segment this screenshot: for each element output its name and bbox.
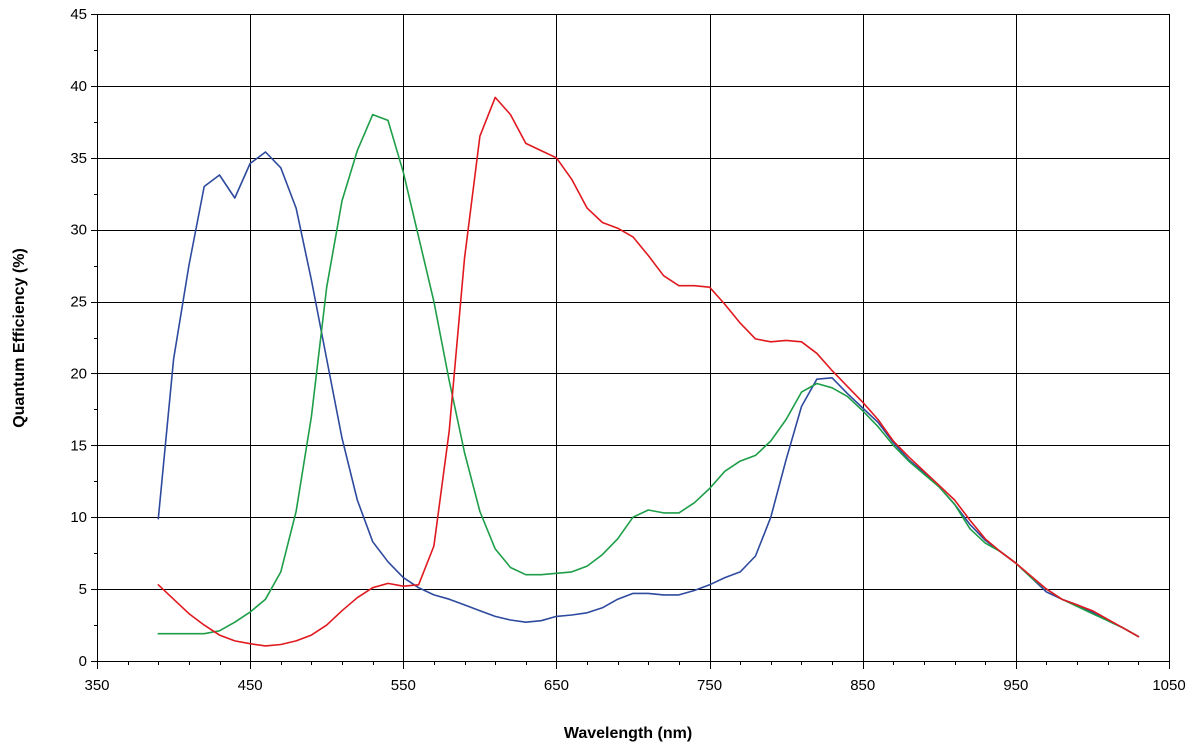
x-tick-label: 350 bbox=[84, 677, 109, 694]
x-tick-label: 750 bbox=[697, 677, 722, 694]
series-line-2 bbox=[157, 113, 1140, 638]
series-line-3 bbox=[157, 96, 1140, 647]
x-axis-title: Wavelength (nm) bbox=[564, 725, 692, 742]
y-tick-label: 10 bbox=[70, 509, 87, 526]
y-tick-label: 45 bbox=[70, 6, 87, 23]
y-tick-label: 0 bbox=[79, 653, 87, 670]
grid bbox=[97, 14, 1170, 661]
y-axis-title: Quantum Efficiency (%) bbox=[11, 248, 28, 428]
y-tick-label: 5 bbox=[79, 581, 87, 598]
y-tick-label: 30 bbox=[70, 222, 87, 239]
series-group bbox=[157, 96, 1140, 647]
y-tick-label: 20 bbox=[70, 365, 87, 382]
y-tick-label: 25 bbox=[70, 294, 87, 311]
y-tick-label: 15 bbox=[70, 437, 87, 454]
x-tick-label: 1050 bbox=[1152, 677, 1185, 694]
axes bbox=[91, 13, 1171, 669]
x-tick-label: 950 bbox=[1003, 677, 1028, 694]
y-tick-labels: 0 5 10 15 20 25 30 35 40 45 bbox=[70, 6, 87, 670]
x-tick-label: 550 bbox=[391, 677, 416, 694]
x-tick-label: 650 bbox=[544, 677, 569, 694]
y-tick-label: 35 bbox=[70, 150, 87, 167]
y-tick-label: 40 bbox=[70, 78, 87, 95]
x-tick-labels: 350 450 550 650 750 850 950 1050 bbox=[84, 677, 1185, 694]
x-tick-label: 850 bbox=[850, 677, 875, 694]
x-tick-label: 450 bbox=[238, 677, 263, 694]
